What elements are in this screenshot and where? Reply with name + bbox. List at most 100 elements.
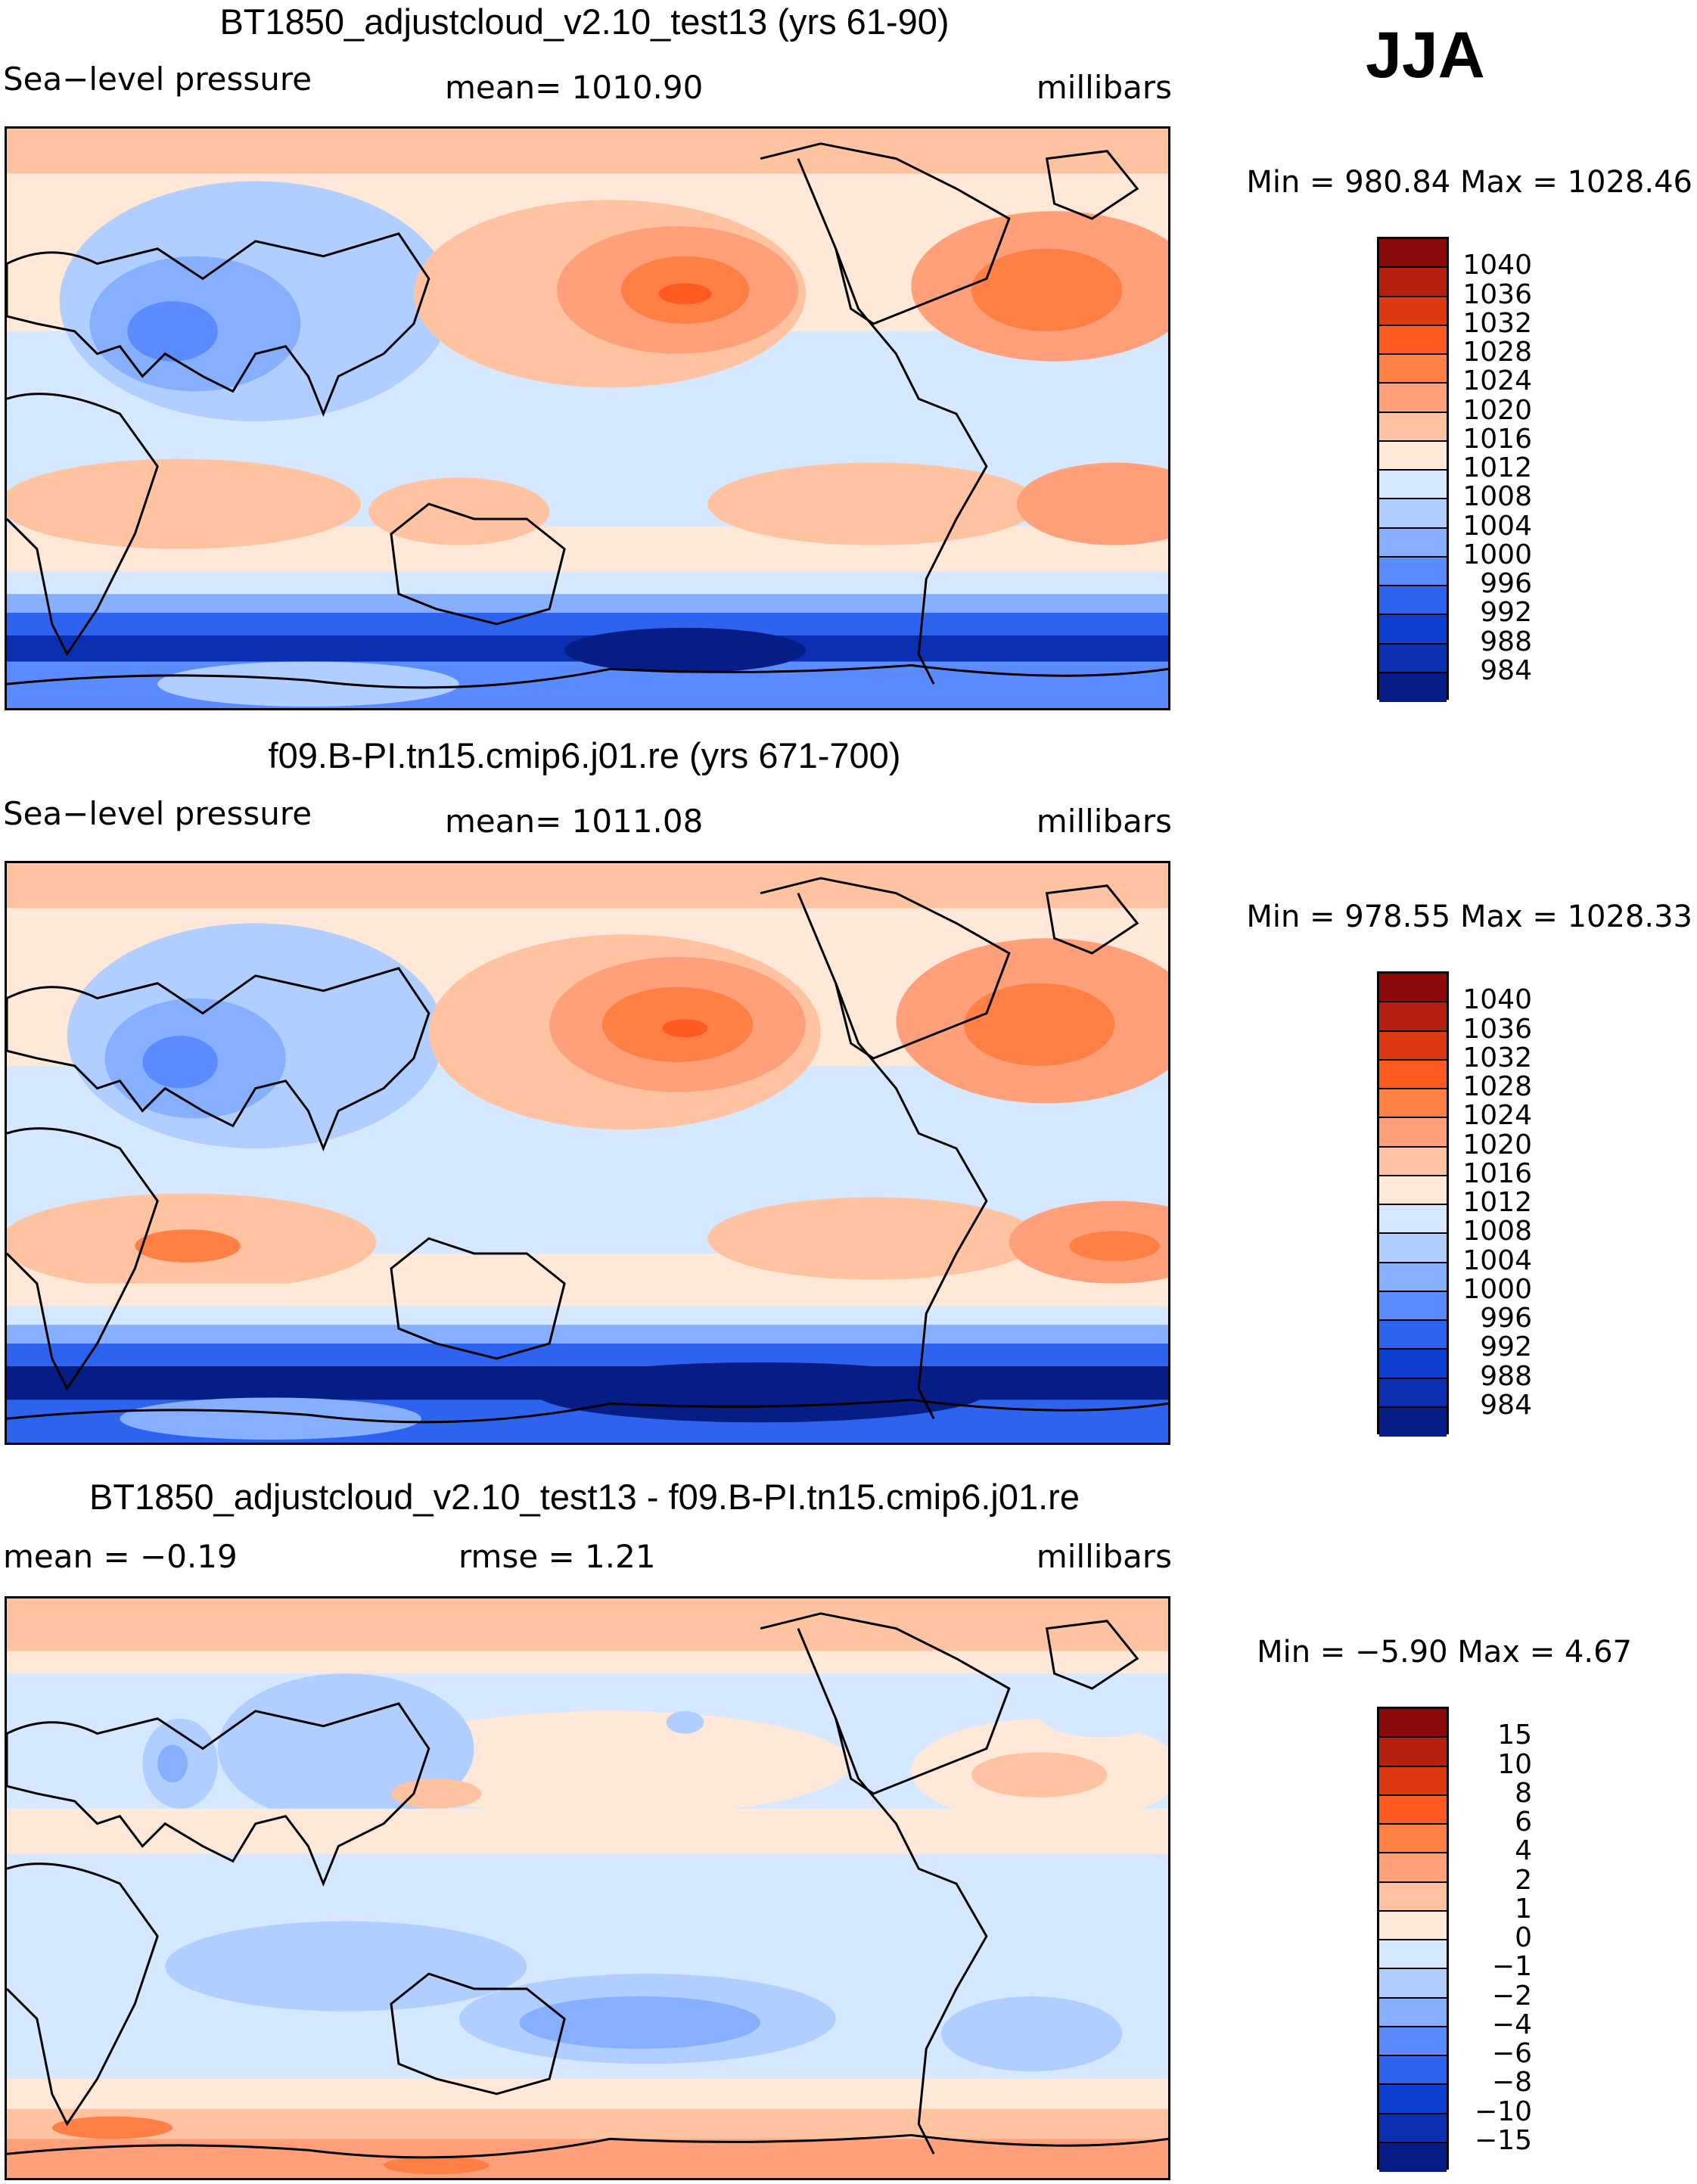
colorbar-swatch (1379, 471, 1447, 500)
colorbar-tick-label: 1012 (1462, 1187, 1532, 1218)
colorbar-swatch (1379, 974, 1447, 1003)
colorbar-swatch (1379, 1350, 1447, 1379)
colorbar-swatch (1379, 355, 1447, 384)
colorbar-swatch (1379, 325, 1447, 355)
colorbar-tick-label: −1 (1491, 1951, 1532, 1983)
colorbar-tick-label: 984 (1480, 654, 1532, 686)
colorbar-swatch (1379, 499, 1447, 529)
panel-1-mean: mean= 1010.90 (445, 69, 704, 106)
colorbar-swatch (1379, 1089, 1447, 1119)
colorbar-tick-label: 1032 (1462, 307, 1532, 339)
colorbar-tick-label: 4 (1515, 1835, 1532, 1867)
panel-1-colorbar (1377, 237, 1449, 702)
colorbar-swatch (1379, 1234, 1447, 1263)
colorbar-tick-label: −4 (1491, 2008, 1532, 2040)
panel-2-colorbar (1377, 971, 1449, 1437)
colorbar-swatch (1379, 1321, 1447, 1350)
colorbar-tick-label: 988 (1480, 626, 1532, 657)
colorbar-swatch (1379, 441, 1447, 471)
panel-2-title: f09.B-PI.tn15.cmip6.j01.re (yrs 671-700) (268, 735, 901, 775)
colorbar-tick-label: 1000 (1462, 1273, 1532, 1305)
colorbar-tick-label: 1012 (1462, 452, 1532, 483)
panel-2-units: millibars (1036, 803, 1172, 840)
colorbar-swatch (1379, 1998, 1447, 2027)
colorbar-swatch (1379, 1118, 1447, 1148)
colorbar-tick-label: 1004 (1462, 1244, 1532, 1276)
colorbar-tick-label: 1 (1515, 1893, 1532, 1925)
colorbar-swatch (1379, 1882, 1447, 1912)
colorbar-tick-label: 1020 (1462, 394, 1532, 426)
colorbar-tick-label: 996 (1480, 568, 1532, 599)
panel-3-colorbar (1377, 1707, 1449, 2172)
panel-3-rmse: rmse = 1.21 (458, 1538, 656, 1575)
colorbar-tick-label: 992 (1480, 1331, 1532, 1363)
colorbar-tick-label: 8 (1515, 1777, 1532, 1809)
panel-3-units: millibars (1036, 1538, 1172, 1575)
colorbar-swatch (1379, 1378, 1447, 1408)
colorbar-swatch (1379, 1853, 1447, 1883)
colorbar-swatch (1379, 1407, 1447, 1437)
colorbar-swatch (1379, 1031, 1447, 1061)
colorbar-tick-label: 1020 (1462, 1129, 1532, 1160)
colorbar-swatch (1379, 1291, 1447, 1321)
colorbar-tick-label: 988 (1480, 1360, 1532, 1392)
panel-1-minmax: Min = 980.84 Max = 1028.46 (1246, 165, 1692, 200)
colorbar-swatch (1379, 1766, 1447, 1796)
colorbar-tick-label: 1004 (1462, 510, 1532, 542)
colorbar-swatch (1379, 239, 1447, 269)
panel-3-mean: mean = −0.19 (3, 1538, 238, 1575)
colorbar-swatch (1379, 1969, 1447, 1999)
panel-1-variable-label: Sea−level pressure (3, 61, 312, 98)
colorbar-tick-label: 1000 (1462, 539, 1532, 570)
panel-1-map (5, 126, 1170, 710)
colorbar-tick-label: −6 (1491, 2038, 1532, 2069)
colorbar-swatch (1379, 673, 1447, 702)
colorbar-tick-label: 6 (1515, 1807, 1532, 1838)
colorbar-swatch (1379, 2027, 1447, 2056)
colorbar-tick-label: 0 (1515, 1922, 1532, 1953)
colorbar-swatch (1379, 644, 1447, 673)
colorbar-tick-label: 1016 (1462, 423, 1532, 455)
colorbar-tick-label: 1032 (1462, 1042, 1532, 1073)
colorbar-swatch (1379, 1147, 1447, 1176)
colorbar-tick-label: 1028 (1462, 1071, 1532, 1102)
colorbar-tick-label: 992 (1480, 597, 1532, 629)
colorbar-tick-label: 1024 (1462, 365, 1532, 397)
colorbar-swatch (1379, 528, 1447, 558)
panel-2-minmax: Min = 978.55 Max = 1028.33 (1246, 899, 1692, 934)
colorbar-swatch (1379, 384, 1447, 413)
colorbar-swatch (1379, 615, 1447, 645)
colorbar-swatch (1379, 1060, 1447, 1089)
colorbar-tick-label: 1040 (1462, 250, 1532, 281)
colorbar-tick-label: 1036 (1462, 1013, 1532, 1045)
panel-1-title: BT1850_adjustcloud_v2.10_test13 (yrs 61-… (219, 2, 950, 42)
colorbar-swatch (1379, 2114, 1447, 2143)
colorbar-swatch (1379, 1176, 1447, 1205)
panel-2-map-field (7, 863, 1168, 1443)
panel-3-map-field (7, 1598, 1168, 2178)
panel-3-minmax: Min = −5.90 Max = 4.67 (1257, 1635, 1632, 1670)
panel-1-units: millibars (1036, 69, 1172, 106)
colorbar-tick-label: −8 (1491, 2067, 1532, 2099)
colorbar-swatch (1379, 1263, 1447, 1292)
season-label: JJA (1366, 19, 1485, 92)
colorbar-swatch (1379, 297, 1447, 326)
colorbar-tick-label: 2 (1515, 1864, 1532, 1896)
colorbar-swatch (1379, 268, 1447, 297)
panel-2-mean: mean= 1011.08 (445, 803, 704, 840)
colorbar-swatch (1379, 1911, 1447, 1940)
panel-3-map (5, 1596, 1170, 2180)
colorbar-swatch (1379, 1709, 1447, 1738)
colorbar-tick-label: 1008 (1462, 1216, 1532, 1247)
colorbar-swatch (1379, 1825, 1447, 1854)
panel-2-variable-label: Sea−level pressure (3, 795, 312, 832)
colorbar-tick-label: −10 (1475, 2095, 1532, 2127)
colorbar-swatch (1379, 2056, 1447, 2086)
colorbar-swatch (1379, 412, 1447, 442)
colorbar-tick-label: 996 (1480, 1303, 1532, 1334)
colorbar-tick-label: 1008 (1462, 481, 1532, 513)
colorbar-tick-label: 1036 (1462, 278, 1532, 310)
colorbar-tick-label: 1040 (1462, 984, 1532, 1016)
panel-3-title: BT1850_adjustcloud_v2.10_test13 - f09.B-… (89, 1477, 1080, 1517)
colorbar-tick-label: 984 (1480, 1389, 1532, 1421)
